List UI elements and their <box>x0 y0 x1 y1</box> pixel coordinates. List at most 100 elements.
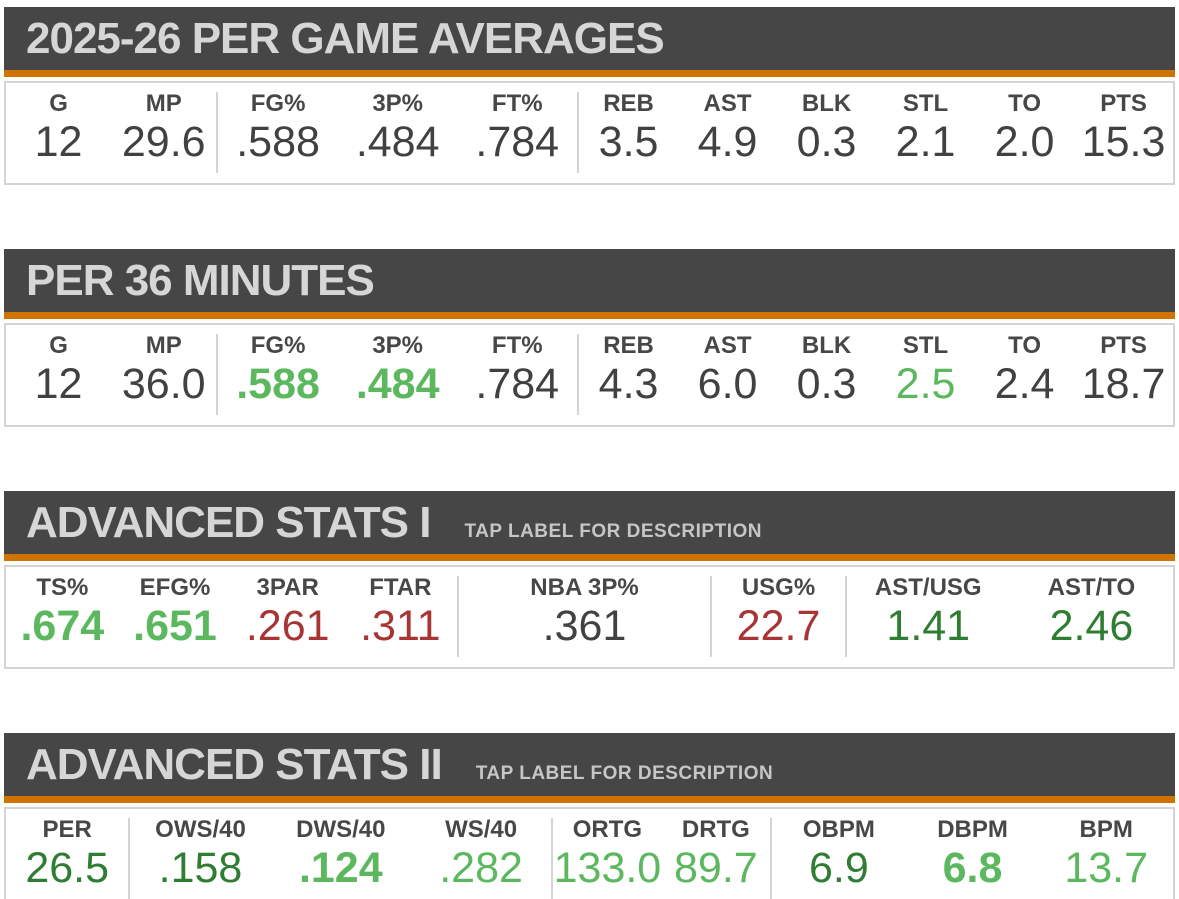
stat-label: G <box>49 332 68 359</box>
section-header: ADVANCED STATS I TAP LABEL FOR DESCRIPTIO… <box>4 491 1175 561</box>
stat-value: .282 <box>439 843 523 892</box>
section-title: ADVANCED STATS II <box>26 740 443 789</box>
stat-column-efg-: EFG% .651 <box>119 567 232 667</box>
stat-label[interactable]: AST/TO <box>1047 574 1136 601</box>
section-title: ADVANCED STATS I <box>26 498 431 547</box>
stat-value: 3.5 <box>598 117 659 166</box>
stat-value: .261 <box>245 601 330 650</box>
stat-column-ast-usg: AST/USG 1.41 <box>847 567 1010 667</box>
group-divider <box>216 92 219 173</box>
stat-label[interactable]: DRTG <box>681 816 750 843</box>
stat-group: AST/USG 1.41 AST/TO 2.46 <box>847 567 1173 667</box>
stat-label[interactable]: NBA 3P% <box>530 574 639 601</box>
stat-column-blk: BLK 0.3 <box>777 325 876 425</box>
stat-column-ftar: FTAR .311 <box>344 567 457 667</box>
stat-label[interactable]: PER <box>42 816 92 843</box>
stat-column-obpm: OBPM 6.9 <box>772 809 906 899</box>
stat-label: AST <box>703 90 752 117</box>
stats-table: G 12 MP 29.6 FG% .588 3P% .484 FT% .784 REB 3.5 AST 4… <box>4 81 1175 185</box>
stat-label[interactable]: TS% <box>36 574 89 601</box>
stats-section-per-game-averages: 2025-26 PER GAME AVERAGES G 12 MP 29.6 FG% .58… <box>4 7 1175 185</box>
stat-label[interactable]: DWS/40 <box>296 816 386 843</box>
stat-column-ast: AST 4.9 <box>678 83 777 183</box>
stat-label: FT% <box>491 90 543 117</box>
stat-label: MP <box>145 332 182 359</box>
stat-value: .784 <box>475 117 560 166</box>
stat-label[interactable]: OBPM <box>802 816 875 843</box>
group-divider <box>128 818 131 899</box>
stat-label: STL <box>902 90 949 117</box>
stat-value: .158 <box>158 843 243 892</box>
stat-label[interactable]: OWS/40 <box>155 816 246 843</box>
stat-column-stl: STL 2.1 <box>876 83 975 183</box>
tap-label-hint: TAP LABEL FOR DESCRIPTION <box>475 763 774 784</box>
stat-value: 0.3 <box>796 359 857 408</box>
stat-value: 89.7 <box>674 843 758 892</box>
stat-column-3p-: 3P% .484 <box>338 325 458 425</box>
stat-label: TO <box>1008 90 1041 117</box>
stat-label[interactable]: 3PAR <box>256 574 319 601</box>
stat-label: BLK <box>801 90 852 117</box>
stat-label[interactable]: WS/40 <box>445 816 518 843</box>
stat-column-per: PER 26.5 <box>6 809 128 899</box>
stat-value: 1.41 <box>886 601 971 650</box>
stat-label[interactable]: AST/USG <box>874 574 982 601</box>
stat-value: 2.1 <box>895 117 956 166</box>
stat-label: REB <box>603 332 654 359</box>
stat-label[interactable]: FTAR <box>369 574 432 601</box>
stat-column-fg-: FG% .588 <box>218 83 338 183</box>
stat-column-fg-: FG% .588 <box>218 325 338 425</box>
stat-label: FG% <box>250 332 306 359</box>
stat-group: OWS/40.158 DWS/40.124 WS/40.282 <box>130 809 551 899</box>
stat-value: 4.3 <box>598 359 659 408</box>
stat-column-drtg: DRTG 89.7 <box>662 809 770 899</box>
stat-group: OBPM 6.9 DBPM 6.8 BPM 13.7 <box>772 809 1173 899</box>
stat-label[interactable]: EFG% <box>139 574 211 601</box>
stat-column-blk: BLK 0.3 <box>777 83 876 183</box>
group-divider <box>551 818 554 899</box>
stat-column-pts: PTS 18.7 <box>1074 325 1173 425</box>
stats-table: G 12 MP 36.0 FG% .588 3P% .484 FT% .784 REB 4.3 AST 6… <box>4 323 1175 427</box>
stat-label: AST <box>703 332 752 359</box>
stat-label: STL <box>902 332 949 359</box>
stat-label[interactable]: DBPM <box>937 816 1008 843</box>
stat-value: .361 <box>542 601 627 650</box>
stat-value: .674 <box>20 601 105 650</box>
stat-label[interactable]: ORTG <box>572 816 643 843</box>
stat-column-ft-: FT% .784 <box>457 325 577 425</box>
stat-column-ast-to: AST/TO 2.46 <box>1010 567 1173 667</box>
stat-label: REB <box>603 90 654 117</box>
stat-value: 0.3 <box>796 117 857 166</box>
stat-value: 2.5 <box>895 359 956 408</box>
stat-column-g: G 12 <box>6 83 111 183</box>
stat-label: TO <box>1008 332 1041 359</box>
stat-value: 29.6 <box>121 117 206 166</box>
stat-value: 15.3 <box>1081 117 1166 166</box>
stat-value: 12 <box>34 117 83 166</box>
stat-column-to: TO 2.4 <box>975 325 1074 425</box>
group-divider <box>456 576 459 657</box>
stat-column-reb: REB 4.3 <box>579 325 678 425</box>
stat-label: 3P% <box>372 90 424 117</box>
stat-label: 3P% <box>372 332 424 359</box>
stat-group: FG% .588 3P% .484 FT% .784 <box>218 83 577 183</box>
stat-value: .124 <box>298 843 383 892</box>
stat-value: .484 <box>355 359 440 408</box>
stat-label: FG% <box>250 90 306 117</box>
section-title: 2025-26 PER GAME AVERAGES <box>26 14 665 63</box>
group-divider <box>577 334 580 415</box>
stat-column-ft-: FT% .784 <box>457 83 577 183</box>
stats-section-advanced-stats-1: ADVANCED STATS I TAP LABEL FOR DESCRIPTIO… <box>4 491 1175 669</box>
group-divider <box>844 576 847 657</box>
stat-label[interactable]: USG% <box>741 574 816 601</box>
stat-value: .311 <box>360 601 441 650</box>
stat-value: 18.7 <box>1081 359 1166 408</box>
stat-value: 6.0 <box>697 359 758 408</box>
stat-value: 13.7 <box>1064 843 1149 892</box>
stat-value: 26.5 <box>25 843 110 892</box>
stat-label: PTS <box>1100 332 1147 359</box>
stat-value: 2.4 <box>994 359 1055 408</box>
stat-label[interactable]: BPM <box>1079 816 1133 843</box>
stat-value: .484 <box>355 117 440 166</box>
